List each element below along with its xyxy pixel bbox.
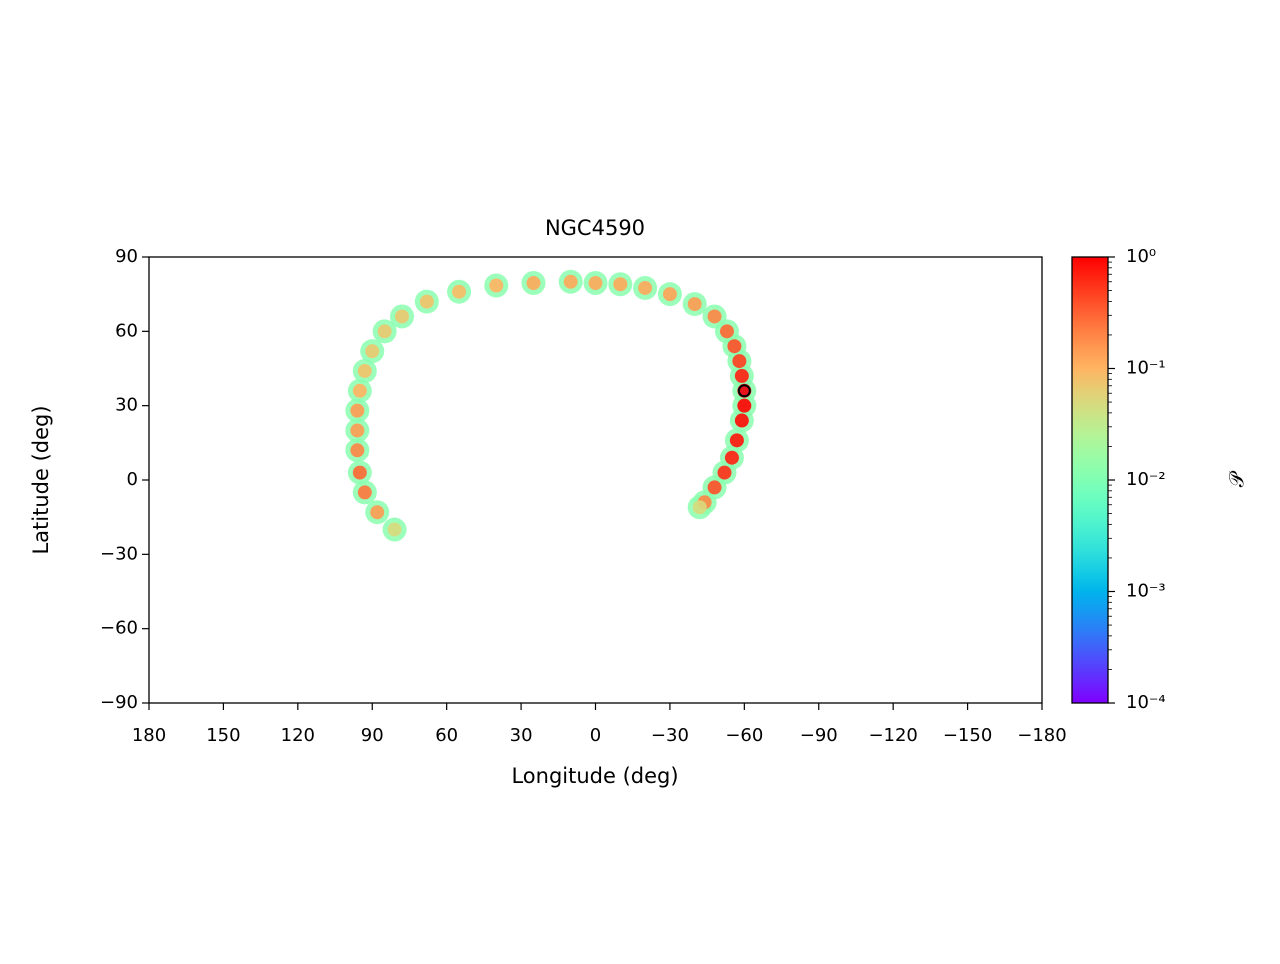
- y-tick-label: −60: [100, 618, 138, 639]
- density-cell: [350, 403, 365, 418]
- density-cell: [719, 324, 734, 339]
- x-tick-label: −30: [651, 725, 689, 746]
- x-tick-label: 180: [132, 725, 166, 746]
- density-cell: [526, 276, 541, 291]
- density-cell: [352, 465, 367, 480]
- y-axis-label: Latitude (deg): [29, 405, 53, 554]
- density-cell: [692, 500, 707, 515]
- density-cell: [452, 284, 467, 299]
- density-cell: [662, 287, 677, 302]
- density-cell: [638, 280, 653, 295]
- density-cell: [563, 274, 578, 289]
- density-cell: [588, 276, 603, 291]
- y-tick-label: 90: [115, 246, 138, 267]
- x-tick-label: −60: [725, 725, 763, 746]
- x-tick-label: 90: [361, 725, 384, 746]
- x-tick-label: 150: [206, 725, 240, 746]
- density-cell: [613, 277, 628, 292]
- density-cell: [707, 480, 722, 495]
- density-cell: [734, 413, 749, 428]
- density-cell: [352, 383, 367, 398]
- plot-area: [345, 269, 757, 542]
- density-cell: [377, 324, 392, 339]
- y-tick-label: 30: [115, 395, 138, 416]
- density-cell: [687, 297, 702, 312]
- x-axis-label: Longitude (deg): [511, 764, 678, 788]
- x-tick-label: 0: [590, 725, 601, 746]
- density-cell: [365, 344, 380, 359]
- density-cell: [357, 363, 372, 378]
- density-cell: [732, 354, 747, 369]
- colorbar-label: 𝒫: [1225, 470, 1249, 487]
- y-tick-label: 60: [115, 320, 138, 341]
- density-cell: [737, 398, 752, 413]
- x-tick-label: −180: [1017, 725, 1066, 746]
- y-tick-label: −90: [100, 692, 138, 713]
- density-cell: [729, 433, 744, 448]
- density-cell: [350, 443, 365, 458]
- colorbar-tick-label: 10⁻³: [1126, 581, 1166, 602]
- density-cell: [707, 309, 722, 324]
- plot-frame: [148, 256, 1043, 704]
- x-tick-label: 30: [510, 725, 533, 746]
- density-cell: [357, 485, 372, 500]
- cluster-marker: [737, 384, 751, 398]
- x-tick-label: −90: [800, 725, 838, 746]
- x-tick-label: −120: [868, 725, 917, 746]
- density-cell: [727, 339, 742, 354]
- colorbar: [1072, 257, 1108, 703]
- x-tick-label: −150: [943, 725, 992, 746]
- colorbar-tick-label: 10⁻²: [1126, 469, 1166, 490]
- x-tick-label: 120: [281, 725, 315, 746]
- y-tick-label: −30: [100, 543, 138, 564]
- density-cell: [724, 450, 739, 465]
- density-cell: [419, 294, 434, 309]
- density-cell: [395, 309, 410, 324]
- density-cell: [717, 465, 732, 480]
- density-cell: [370, 505, 385, 520]
- chart-title: NGC4590: [545, 216, 645, 240]
- density-cell: [387, 522, 402, 537]
- x-tick-label: 60: [435, 725, 458, 746]
- density-cell: [489, 278, 504, 293]
- colorbar-tick-label: 10⁻¹: [1126, 358, 1166, 379]
- y-tick-label: 0: [127, 469, 138, 490]
- colorbar-tick-label: 10⁰: [1126, 246, 1156, 267]
- colorbar-tick-label: 10⁻⁴: [1126, 692, 1166, 713]
- density-cell: [350, 423, 365, 438]
- density-cell: [734, 368, 749, 383]
